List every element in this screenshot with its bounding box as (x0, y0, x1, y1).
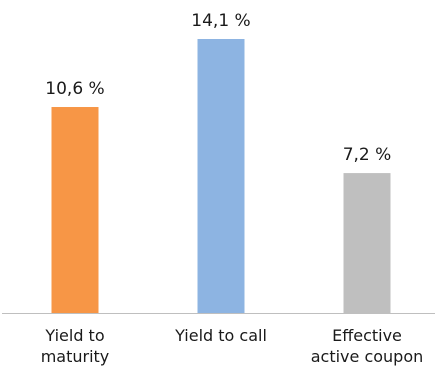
category-label-2-line-1: Yield to call (174, 326, 267, 345)
category-label-3-line-1: Effective (332, 326, 402, 345)
bar-2 (197, 39, 245, 313)
value-label-2: 14,1 % (191, 11, 250, 31)
category-label-1-line-2: maturity (41, 347, 110, 366)
value-label-1: 10,6 % (45, 79, 104, 99)
value-label-3: 7,2 % (343, 145, 392, 165)
category-label-3-line-2: active coupon (311, 347, 424, 366)
bar-3 (343, 173, 391, 313)
category-label-1-line-1: Yield to (44, 326, 104, 345)
bar-1 (51, 107, 99, 313)
